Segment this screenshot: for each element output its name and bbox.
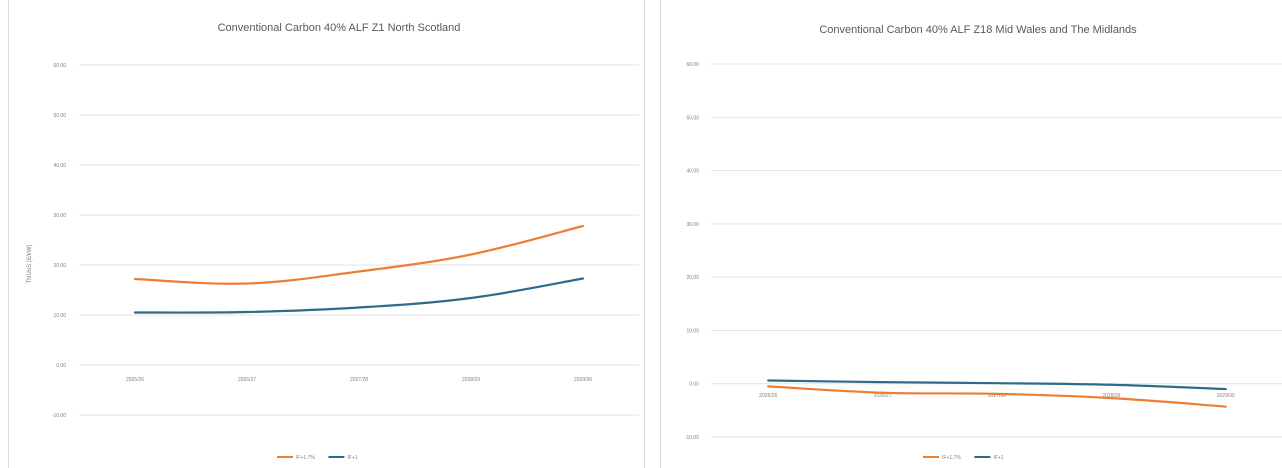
series-line — [133, 224, 585, 285]
y-tick-label: 10.00 — [53, 313, 66, 319]
y-tick-label: 10.00 — [686, 328, 699, 334]
chart-title: Conventional Carbon 40% ALF Z1 North Sco… — [218, 22, 461, 34]
x-tick-label: 2027/28 — [988, 393, 1006, 399]
x-tick-label: 2029/30 — [1217, 393, 1235, 399]
legend-label: IF+1 — [347, 455, 357, 461]
y-tick-label: 50.00 — [686, 115, 699, 121]
x-tick-label: 2026/27 — [874, 393, 892, 399]
y-tick-label: 60.00 — [53, 63, 66, 69]
x-tick-label: 2028/29 — [462, 377, 480, 383]
chart-panel-z1-north-scotland: Conventional Carbon 40% ALF Z1 North Sco… — [8, 0, 645, 468]
y-tick-label: 20.00 — [686, 275, 699, 281]
y-tick-label: 30.00 — [53, 213, 66, 219]
y-tick-label: -10.00 — [52, 413, 66, 419]
x-tick-label: 2027/28 — [350, 377, 368, 383]
y-tick-label: 60.00 — [686, 62, 699, 68]
y-tick-label: 50.00 — [53, 113, 66, 119]
y-axis-title: TNUoS (£/kW) — [27, 244, 33, 283]
legend-label: IF+1.7% — [942, 455, 961, 461]
chart-title: Conventional Carbon 40% ALF Z18 Mid Wale… — [819, 24, 1137, 36]
line-chart-z18: Conventional Carbon 40% ALF Z18 Mid Wale… — [685, 24, 1282, 461]
x-tick-label: 2029/30 — [574, 377, 592, 383]
y-tick-label: 40.00 — [53, 163, 66, 169]
x-tick-label: 2025/26 — [126, 377, 144, 383]
x-tick-label: 2025/26 — [759, 393, 777, 399]
legend-label: IF+1 — [993, 455, 1003, 461]
chart-panel-z18-mid-wales: Conventional Carbon 40% ALF Z18 Mid Wale… — [660, 0, 1282, 468]
x-tick-label: 2026/27 — [238, 377, 256, 383]
series-line — [767, 379, 1227, 391]
y-tick-label: -10.00 — [685, 435, 699, 441]
line-chart-z1: Conventional Carbon 40% ALF Z1 North Sco… — [27, 22, 639, 461]
legend-label: IF+1.7% — [296, 455, 315, 461]
x-tick-label: 2028/29 — [1102, 393, 1120, 399]
y-tick-label: 20.00 — [53, 263, 66, 269]
y-tick-label: 0.00 — [689, 382, 699, 388]
y-tick-label: 30.00 — [686, 222, 699, 228]
y-tick-label: 40.00 — [686, 169, 699, 175]
y-tick-label: 0.00 — [56, 363, 66, 369]
